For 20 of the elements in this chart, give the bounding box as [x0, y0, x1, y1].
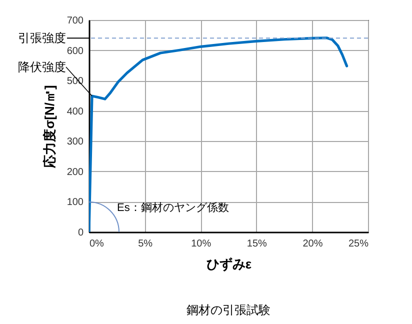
y-tick-label: 100: [66, 197, 84, 208]
x-tick-label: 10%: [191, 238, 212, 250]
y-axis-title: 応力度σ[N/㎡]: [42, 85, 57, 169]
y-tick-label: 200: [66, 166, 84, 178]
y-tick-label: 700: [66, 16, 84, 26]
text: 鋼材の引張試験: [186, 303, 270, 317]
y-tick-label: 300: [66, 136, 84, 148]
y-tick-label: 600: [66, 46, 84, 57]
x-tick-label: 5%: [138, 238, 153, 250]
x-tick-label: 20%: [302, 238, 323, 250]
annotation: Es：鋼材のヤング係数: [117, 201, 229, 214]
y-tick-label: 400: [66, 106, 84, 118]
x-tick-label: 15%: [246, 238, 268, 250]
x-tick-label: 0%: [90, 238, 104, 250]
x-tick-label: 25%: [348, 238, 369, 250]
x-axis-title: ひずみε: [206, 256, 252, 272]
ref-line-label: 引張強度: [18, 31, 66, 46]
annotation: 降伏強度: [18, 60, 66, 74]
y-tick-label: 0: [78, 228, 84, 238]
line-series: [89, 36, 348, 232]
